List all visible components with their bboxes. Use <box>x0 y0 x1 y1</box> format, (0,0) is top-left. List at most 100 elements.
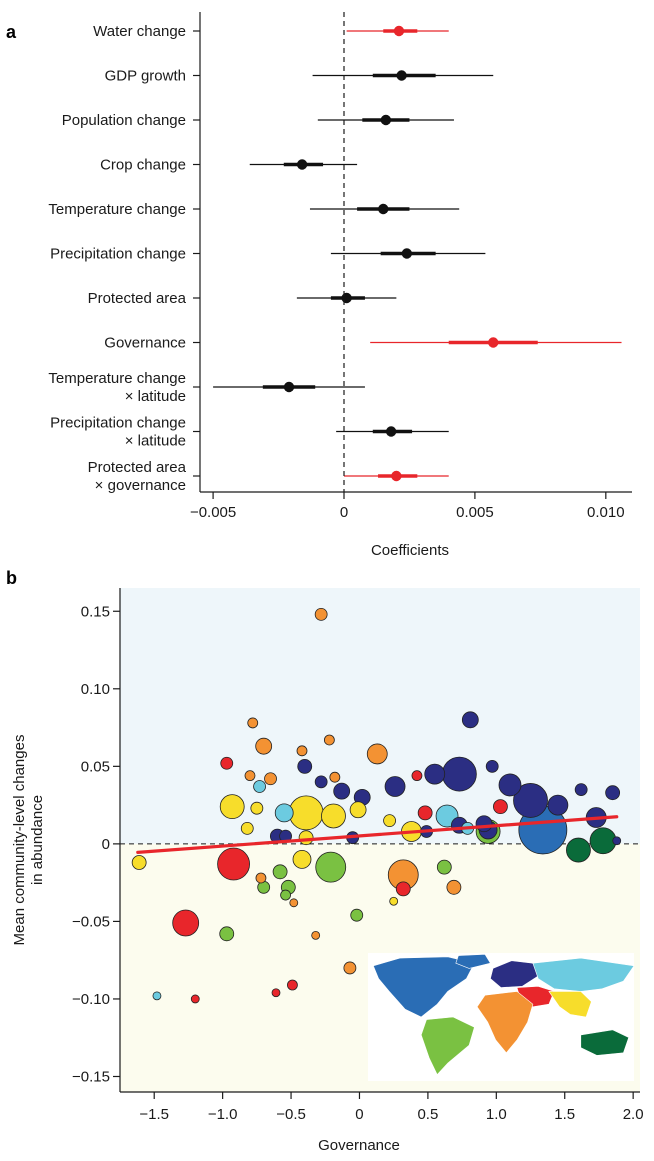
north-america-shape <box>372 956 475 1018</box>
panel-a-letter: a <box>6 22 17 42</box>
scatter-point <box>298 830 314 846</box>
scatter-point <box>250 801 264 815</box>
x-tick-label: −0.5 <box>276 1106 306 1123</box>
row-label-line-2: × latitude <box>125 388 186 405</box>
estimate-point <box>296 159 308 170</box>
scatter-point <box>424 763 446 785</box>
row-label: Temperature change <box>48 201 186 218</box>
scatter-point <box>247 717 259 729</box>
x-tick-label: 0.005 <box>456 504 494 521</box>
scatter-point <box>566 837 591 863</box>
y-tick-label: 0.05 <box>81 758 110 775</box>
estimate-point <box>401 248 413 259</box>
row-label-line-1: Protected area <box>88 459 187 476</box>
asia-shape <box>532 957 635 992</box>
scatter-point <box>612 836 622 846</box>
scatter-point <box>343 961 357 975</box>
scatter-plot-panel-b: b −1.5 −1.0 −0.5 0 0.5 1.0 1.5 2.0 −0.15 −0.10 −0.… <box>6 568 644 1154</box>
scatter-point <box>240 821 254 835</box>
scatter-point <box>513 783 548 818</box>
scatter-y-axis-title: Mean community-level changes in abundanc… <box>11 735 46 946</box>
scatter-point <box>219 794 245 820</box>
scatter-point <box>574 783 588 796</box>
scatter-point <box>172 909 200 937</box>
y-tick-label: 0.10 <box>81 681 110 698</box>
forest-row: Protected area <box>88 290 397 307</box>
africa-shape <box>476 991 534 1054</box>
y-axis-title-line-2: in abundance <box>29 795 46 885</box>
scatter-point <box>321 803 346 829</box>
scatter-point <box>288 795 324 831</box>
scatter-axes <box>119 588 640 1093</box>
scatter-point <box>589 827 617 855</box>
y-tick-label: 0 <box>102 836 110 853</box>
scatter-x-axis-title: Governance <box>318 1137 400 1154</box>
trend-line-group <box>136 815 619 855</box>
scatter-point <box>366 743 388 765</box>
scatter-point <box>395 881 411 897</box>
scatter-point <box>493 799 508 815</box>
y-axis-title-line-1: Mean community-level changes <box>11 735 28 946</box>
y-tick-label: −0.05 <box>72 913 110 930</box>
estimate-point <box>488 337 499 348</box>
scatter-point <box>253 780 266 793</box>
scatter-point <box>297 758 313 774</box>
scatter-point <box>314 775 328 789</box>
scatter-point <box>498 773 522 797</box>
scatter-point <box>220 756 234 770</box>
forest-rows: Water change GDP growth Population change C… <box>48 23 622 494</box>
panel-b-letter: b <box>6 568 17 588</box>
estimate-point <box>396 70 407 81</box>
scatter-point <box>271 988 281 998</box>
row-label: Precipitation change <box>50 246 186 263</box>
scatter-point <box>296 745 308 757</box>
x-tick-label: 0 <box>355 1106 363 1123</box>
scatter-point <box>131 855 147 870</box>
estimate-point <box>393 25 405 37</box>
south-asia-shape <box>548 991 592 1018</box>
estimate-point <box>385 426 397 437</box>
x-tick-label: 0.5 <box>417 1106 438 1123</box>
scatter-point <box>417 805 433 821</box>
estimate-point <box>391 470 402 482</box>
x-tick-label: −0.005 <box>190 504 236 521</box>
x-tick-label: 0 <box>340 504 348 521</box>
scatter-point <box>605 785 621 801</box>
row-label: Population change <box>62 112 186 129</box>
europe-shape <box>490 960 539 988</box>
estimate-point <box>341 292 352 304</box>
forest-row: Precipitation change× latitude <box>50 415 449 450</box>
row-label-line-2: × governance <box>95 477 186 494</box>
row-label: Water change <box>93 23 186 40</box>
forest-x-axis-title: Coefficients <box>371 542 449 559</box>
scatter-point <box>411 770 423 782</box>
greenland-shape <box>455 953 491 969</box>
row-label-line-2: × latitude <box>125 433 186 450</box>
x-tick-label: 1.0 <box>486 1106 507 1123</box>
scatter-point <box>311 930 321 940</box>
scatter-point <box>461 711 479 729</box>
estimate-point <box>380 114 392 126</box>
scatter-point <box>315 851 347 883</box>
scatter-point <box>280 889 291 901</box>
scatter-point <box>255 737 273 755</box>
scatter-point <box>323 734 335 746</box>
scatter-point <box>272 864 288 880</box>
row-label-line-1: Precipitation change <box>50 415 186 432</box>
trend-line <box>136 815 619 855</box>
scatter-ticks: −1.5 −1.0 −0.5 0 0.5 1.0 1.5 2.0 −0.15 −0.10 −0.05… <box>72 603 644 1123</box>
row-label: Governance <box>104 335 186 352</box>
x-tick-label: 1.5 <box>554 1106 575 1123</box>
forest-row: Protected area× governance <box>88 459 449 494</box>
scatter-point <box>152 991 162 1001</box>
forest-x-ticks: −0.005 0 0.005 0.010 <box>190 492 625 521</box>
scatter-point <box>436 859 452 875</box>
scatter-point <box>333 782 351 800</box>
scatter-point <box>274 803 294 823</box>
scatter-point <box>292 849 312 869</box>
south-america-shape <box>420 1016 475 1076</box>
scatter-point <box>383 814 396 828</box>
y-tick-label: −0.15 <box>72 1068 110 1085</box>
row-label: Crop change <box>100 157 186 174</box>
row-label: GDP growth <box>105 68 186 85</box>
